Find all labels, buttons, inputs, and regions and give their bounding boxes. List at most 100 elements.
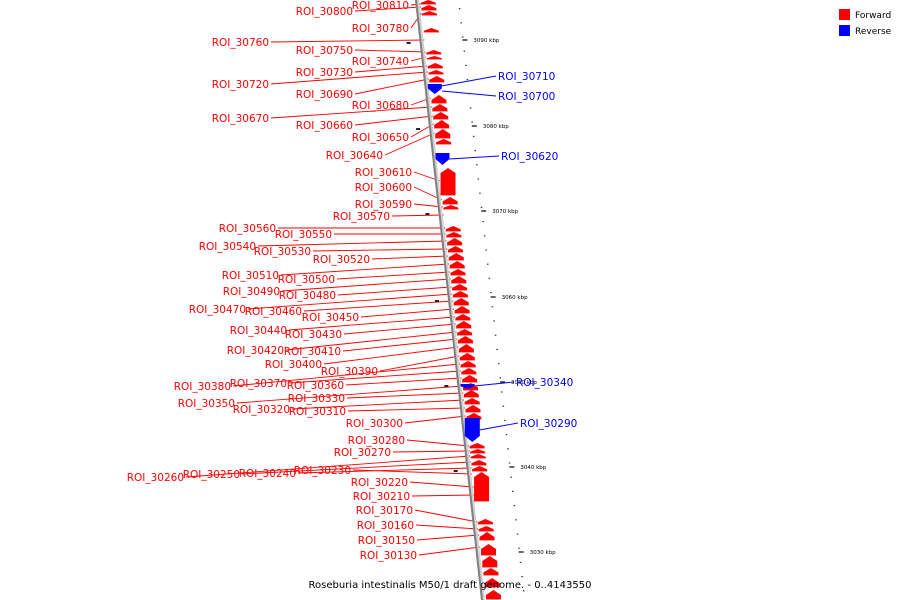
forward-gene-edge: [447, 252, 463, 253]
forward-leader-line: [354, 65, 428, 73]
minor-tick: [505, 434, 508, 436]
forward-gene-feature: [420, 0, 436, 5]
forward-leader-line: [342, 338, 458, 352]
forward-gene-feature: [432, 104, 448, 112]
minor-tick: [488, 277, 491, 279]
scale-tick-label: 3080 kbp: [483, 124, 509, 130]
forward-gene-label: ROI_30460: [245, 306, 302, 318]
forward-gene-label: ROI_30480: [279, 290, 336, 302]
forward-leader-line: [232, 363, 461, 387]
forward-gene-label: ROI_30260: [127, 472, 184, 484]
forward-gene-feature: [429, 76, 445, 83]
forward-leader-line: [354, 78, 429, 95]
minor-tick: [465, 64, 467, 66]
forward-gene-edge: [434, 128, 450, 129]
forward-gene-feature: [458, 344, 474, 353]
forward-leader-line: [303, 300, 454, 312]
forward-gene-feature: [428, 70, 444, 75]
minor-tick: [501, 391, 503, 393]
minor-tick: [504, 419, 506, 421]
forward-gene-feature: [462, 375, 478, 383]
scale-tick-label: 3040 kbp: [520, 465, 546, 471]
legend-swatch-reverse: [839, 25, 850, 36]
minor-tick: [508, 462, 511, 464]
forward-gene-edge: [469, 448, 485, 449]
forward-gene-edge: [484, 587, 500, 588]
forward-gene-feature: [472, 466, 488, 472]
forward-leader-line: [297, 467, 472, 474]
forward-gene-feature: [469, 443, 485, 449]
forward-gene-edge: [431, 103, 447, 104]
forward-leader-line: [247, 293, 453, 310]
forward-gene-edge: [442, 204, 458, 205]
forward-gene-edge: [477, 524, 493, 525]
forward-leader-line: [409, 481, 474, 488]
forward-leader-line: [418, 546, 481, 556]
reverse-gene-label: ROI_30340: [516, 377, 573, 389]
forward-gene-label: ROI_30450: [302, 312, 359, 324]
forward-leader-line: [384, 132, 435, 156]
forward-leader-line: [415, 524, 479, 530]
forward-gene-label: ROI_30540: [199, 241, 256, 253]
forward-gene-feature: [436, 139, 452, 145]
scale-tick-label: 3060 kbp: [502, 295, 528, 301]
forward-gene-edge: [447, 245, 463, 246]
minor-tick: [515, 519, 517, 521]
forward-leader-line: [392, 450, 470, 453]
forward-gene-edge: [427, 68, 443, 69]
forward-gene-edge: [420, 4, 436, 5]
forward-gene-feature: [445, 226, 461, 232]
forward-gene-feature: [451, 276, 467, 284]
forward-gene-label: ROI_30300: [346, 418, 403, 430]
forward-gene-edge: [440, 195, 456, 196]
legend: Forward Reverse: [839, 9, 892, 37]
map-title: Roseburia intestinalis M50/1 draft genom…: [309, 580, 592, 591]
minor-tick: [458, 8, 461, 10]
forward-gene-edge: [426, 54, 442, 55]
forward-gene-label: ROI_30800: [296, 6, 353, 18]
forward-gene-label: ROI_30350: [178, 398, 235, 410]
minor-tick: [474, 150, 476, 152]
minor-tick: [499, 377, 501, 379]
forward-leader-line: [416, 534, 479, 541]
feature-marker: [453, 470, 458, 472]
forward-leader-line: [379, 355, 460, 372]
forward-leader-line: [185, 455, 471, 478]
forward-gene-feature: [470, 454, 486, 459]
reverse-gene-feature: [464, 418, 480, 442]
forward-gene-edge: [432, 111, 448, 112]
minor-tick: [490, 292, 492, 294]
forward-gene-feature: [479, 532, 495, 541]
minor-tick: [469, 107, 472, 109]
forward-gene-feature: [481, 544, 496, 556]
forward-gene-feature: [435, 129, 451, 139]
forward-gene-label: ROI_30160: [357, 520, 414, 532]
forward-gene-label: ROI_30390: [321, 366, 378, 378]
forward-gene-label: ROI_30490: [223, 286, 280, 298]
forward-gene-feature: [485, 590, 501, 600]
forward-gene-feature: [454, 306, 470, 314]
forward-leader-line: [337, 286, 452, 296]
reverse-leader-line: [474, 381, 515, 387]
forward-gene-edge: [450, 275, 466, 276]
forward-gene-edge: [455, 320, 471, 321]
minor-tick: [521, 576, 523, 578]
legend-label-reverse: Reverse: [855, 27, 892, 37]
forward-gene-label: ROI_30590: [355, 199, 412, 211]
minor-tick: [476, 164, 478, 166]
forward-gene-label: ROI_30600: [355, 182, 412, 194]
forward-gene-feature: [421, 5, 437, 11]
legend-swatch-forward: [839, 9, 850, 20]
forward-gene-feature: [459, 353, 475, 361]
forward-leader-line: [312, 248, 448, 252]
forward-leader-line: [280, 263, 450, 276]
reverse-gene-label: ROI_30710: [498, 71, 555, 83]
forward-gene-edge: [452, 290, 468, 291]
forward-gene-edge: [421, 10, 437, 11]
minor-tick: [483, 235, 486, 237]
forward-gene-label: ROI_30530: [254, 246, 311, 258]
forward-leader-line: [354, 115, 433, 126]
forward-gene-edge: [456, 328, 472, 329]
forward-gene-feature: [471, 460, 487, 466]
